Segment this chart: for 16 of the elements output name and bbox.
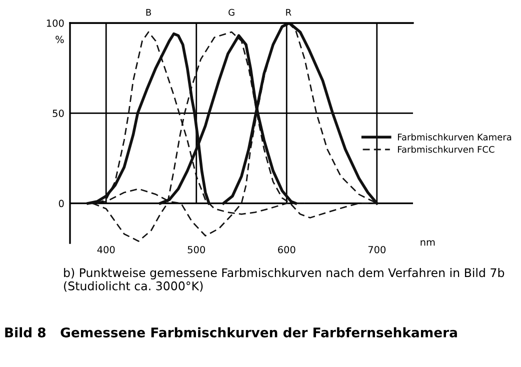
text: B bbox=[146, 9, 151, 16]
legend-label: Farbmischkurven Kamera bbox=[398, 133, 512, 140]
y-tick-label: 100 bbox=[46, 19, 64, 27]
text: R bbox=[286, 9, 292, 16]
x-tick-label: 700 bbox=[368, 246, 386, 254]
x-tick-label: 400 bbox=[97, 246, 115, 254]
y-axis-title: % bbox=[56, 36, 64, 44]
x-axis-title: nm bbox=[420, 240, 435, 246]
text: b) Punktweise gemessene Farbmischkurven nach dem Verfahren in Bild 7b (Studiolicht ca. 3000°K) bbox=[64, 268, 504, 292]
x-tick-label: 600 bbox=[278, 246, 296, 254]
x-tick-label: 500 bbox=[188, 246, 205, 254]
y-tick-label: 50 bbox=[52, 110, 64, 117]
y-tick-label: 0 bbox=[58, 200, 64, 208]
text: G bbox=[228, 8, 234, 16]
legend-label: Farbmischkurven FCC bbox=[398, 146, 494, 153]
text: Bild 8 Gemessene Farbmischkurven der Farbfernsehkamera bbox=[5, 327, 457, 338]
